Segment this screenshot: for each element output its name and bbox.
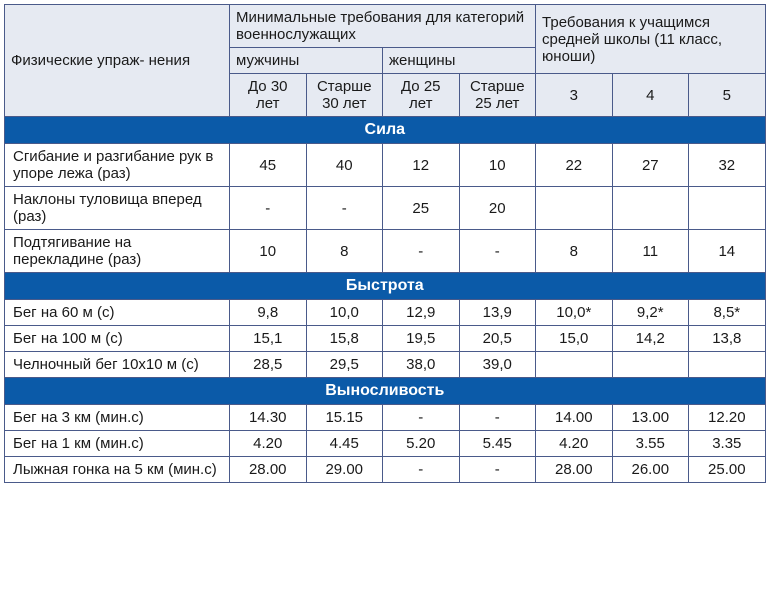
cell: 39,0 <box>459 352 536 378</box>
cell: 9,2* <box>612 300 689 326</box>
header-women-o25: Старше 25 лет <box>459 74 536 117</box>
row-label: Челночный бег 10х10 м (с) <box>5 352 230 378</box>
cell: - <box>459 457 536 483</box>
fitness-standards-table: Физические упраж- нения Минимальные треб… <box>4 4 766 483</box>
cell: 4.20 <box>230 431 307 457</box>
cell: 8 <box>306 230 383 273</box>
row-label: Подтягивание на перекладине (раз) <box>5 230 230 273</box>
header-exercises: Физические упраж- нения <box>5 5 230 117</box>
header-men-u30: До 30 лет <box>230 74 307 117</box>
section-strength: Сила <box>5 117 766 144</box>
cell: 4.20 <box>536 431 613 457</box>
cell: 14 <box>689 230 766 273</box>
row-label: Бег на 60 м (с) <box>5 300 230 326</box>
row-label: Бег на 3 км (мин.с) <box>5 405 230 431</box>
cell: 14.00 <box>536 405 613 431</box>
cell: 25.00 <box>689 457 766 483</box>
section-endurance: Выносливость <box>5 378 766 405</box>
cell: 25 <box>383 187 460 230</box>
cell <box>536 187 613 230</box>
table-row: Лыжная гонка на 5 км (мин.с) 28.00 29.00… <box>5 457 766 483</box>
cell: 19,5 <box>383 326 460 352</box>
header-min-req: Минимальные требования для категорий вое… <box>230 5 536 48</box>
cell: 15.15 <box>306 405 383 431</box>
cell: - <box>230 187 307 230</box>
cell: - <box>459 230 536 273</box>
cell: 15,0 <box>536 326 613 352</box>
cell <box>536 352 613 378</box>
cell <box>612 352 689 378</box>
cell: 12 <box>383 144 460 187</box>
cell: 8 <box>536 230 613 273</box>
cell: 20 <box>459 187 536 230</box>
header-women: женщины <box>383 48 536 74</box>
cell: 13.00 <box>612 405 689 431</box>
cell: 28.00 <box>230 457 307 483</box>
cell: 27 <box>612 144 689 187</box>
cell: 13,9 <box>459 300 536 326</box>
cell <box>689 187 766 230</box>
table-row: Сгибание и разгибание рук в упоре лежа (… <box>5 144 766 187</box>
table-row: Подтягивание на перекладине (раз) 10 8 -… <box>5 230 766 273</box>
cell: 10,0* <box>536 300 613 326</box>
cell: 8,5* <box>689 300 766 326</box>
cell: 28.00 <box>536 457 613 483</box>
cell: 14.30 <box>230 405 307 431</box>
row-label: Бег на 1 км (мин.с) <box>5 431 230 457</box>
cell: 29.00 <box>306 457 383 483</box>
header-men-o30: Старше 30 лет <box>306 74 383 117</box>
table-row: Челночный бег 10х10 м (с) 28,5 29,5 38,0… <box>5 352 766 378</box>
row-label: Бег на 100 м (с) <box>5 326 230 352</box>
cell: 5.20 <box>383 431 460 457</box>
cell <box>689 352 766 378</box>
cell: 9,8 <box>230 300 307 326</box>
table-row: Бег на 3 км (мин.с) 14.30 15.15 - - 14.0… <box>5 405 766 431</box>
cell: 38,0 <box>383 352 460 378</box>
cell: 29,5 <box>306 352 383 378</box>
cell: 20,5 <box>459 326 536 352</box>
row-label: Наклоны туловища вперед (раз) <box>5 187 230 230</box>
cell: 3.35 <box>689 431 766 457</box>
cell: 10,0 <box>306 300 383 326</box>
header-grade-5: 5 <box>689 74 766 117</box>
cell: 12,9 <box>383 300 460 326</box>
cell: 22 <box>536 144 613 187</box>
cell: 45 <box>230 144 307 187</box>
cell: 12.20 <box>689 405 766 431</box>
table-row: Бег на 1 км (мин.с) 4.20 4.45 5.20 5.45 … <box>5 431 766 457</box>
cell: 3.55 <box>612 431 689 457</box>
cell: 26.00 <box>612 457 689 483</box>
cell: 40 <box>306 144 383 187</box>
header-school-req: Требования к учащимся средней школы (11 … <box>536 5 766 74</box>
cell: - <box>306 187 383 230</box>
row-label: Сгибание и разгибание рук в упоре лежа (… <box>5 144 230 187</box>
cell: 4.45 <box>306 431 383 457</box>
header-women-u25: До 25 лет <box>383 74 460 117</box>
cell: 10 <box>459 144 536 187</box>
header-grade-3: 3 <box>536 74 613 117</box>
section-speed: Быстрота <box>5 273 766 300</box>
cell: - <box>383 405 460 431</box>
cell: 13,8 <box>689 326 766 352</box>
cell: 10 <box>230 230 307 273</box>
header-grade-4: 4 <box>612 74 689 117</box>
cell: - <box>459 405 536 431</box>
cell: - <box>383 230 460 273</box>
cell: 11 <box>612 230 689 273</box>
cell <box>612 187 689 230</box>
cell: - <box>383 457 460 483</box>
table-row: Бег на 60 м (с) 9,8 10,0 12,9 13,9 10,0*… <box>5 300 766 326</box>
cell: 28,5 <box>230 352 307 378</box>
header-row-1: Физические упраж- нения Минимальные треб… <box>5 5 766 48</box>
cell: 15,1 <box>230 326 307 352</box>
table-row: Наклоны туловища вперед (раз) - - 25 20 <box>5 187 766 230</box>
header-men: мужчины <box>230 48 383 74</box>
table-row: Бег на 100 м (с) 15,1 15,8 19,5 20,5 15,… <box>5 326 766 352</box>
row-label: Лыжная гонка на 5 км (мин.с) <box>5 457 230 483</box>
cell: 14,2 <box>612 326 689 352</box>
cell: 15,8 <box>306 326 383 352</box>
cell: 5.45 <box>459 431 536 457</box>
cell: 32 <box>689 144 766 187</box>
